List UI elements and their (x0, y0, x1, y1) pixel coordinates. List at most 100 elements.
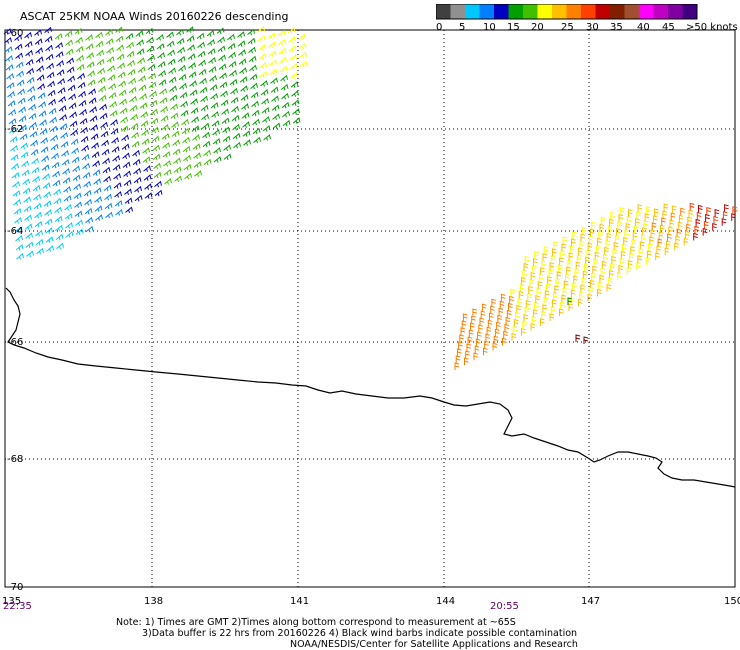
wind-barb (492, 342, 498, 351)
wind-barb (540, 318, 545, 326)
wind-barb (262, 125, 271, 132)
wind-barb (131, 131, 139, 139)
wind-barb (538, 274, 544, 282)
wind-barb (141, 129, 149, 136)
wind-barb (516, 304, 521, 313)
wind-barb (198, 59, 206, 67)
wind-barb (132, 158, 141, 166)
lat-label-70: -70 (7, 582, 23, 593)
wind-barb (485, 333, 491, 342)
wind-barb (696, 211, 702, 220)
wind-barb (26, 76, 35, 84)
wind-barb (272, 122, 281, 130)
wind-barb (133, 176, 142, 184)
wind-barb (460, 327, 466, 335)
wind-barb (228, 51, 236, 59)
wind-barb (479, 317, 485, 326)
wind-barb (522, 321, 527, 329)
wind-barb (233, 141, 241, 149)
wind-barb (593, 258, 599, 267)
wind-barb (571, 238, 576, 247)
wind-barb (99, 103, 107, 111)
wind-barb (92, 160, 100, 167)
wind-barb (240, 85, 248, 92)
wind-barb (243, 139, 251, 146)
wind-barb (75, 228, 84, 236)
wind-barb (603, 253, 608, 262)
wind-barb (87, 79, 96, 86)
wind-barb (193, 152, 201, 159)
wind-barb (65, 48, 74, 56)
wind-barb (17, 88, 25, 96)
wind-barb (161, 133, 170, 140)
colorbar-cell (682, 4, 698, 19)
wind-barb (222, 126, 230, 134)
wind-barb (101, 148, 110, 156)
wind-barb (114, 191, 122, 198)
note-line-2: 3)Data buffer is 22 hrs from 20160226 4)… (142, 628, 578, 639)
wind-barb (86, 52, 94, 59)
wind-barb (78, 99, 87, 107)
wind-barb (130, 122, 139, 130)
wind-barb (610, 262, 615, 271)
wind-barb (61, 159, 70, 166)
wind-barb (194, 170, 202, 177)
wind-barb (115, 26, 123, 34)
wind-barb (200, 104, 209, 112)
wind-barb (179, 91, 188, 99)
wind-barb (60, 141, 69, 148)
wind-barb (159, 97, 168, 104)
wind-barb (523, 314, 529, 322)
wind-barb (74, 27, 83, 35)
wind-barb (112, 164, 121, 171)
wind-barb (280, 74, 288, 82)
wind-barb (22, 187, 31, 195)
wind-barb (156, 43, 165, 50)
wind-barb (35, 47, 43, 54)
wind-barb (140, 111, 148, 118)
wind-barb (559, 308, 564, 317)
wind-barb (77, 72, 85, 80)
wind-barb (548, 269, 554, 277)
wind-barb (731, 213, 736, 221)
wind-barb (569, 245, 575, 254)
wind-barb (662, 210, 668, 219)
wind-barb (27, 94, 36, 102)
wind-barb (601, 260, 607, 269)
wind-barb (585, 256, 590, 265)
wind-barb (531, 265, 537, 273)
wind-barb (80, 135, 89, 143)
wind-barb (579, 291, 584, 300)
wind-barb (188, 62, 196, 69)
wind-barb (241, 103, 249, 110)
wind-barb (29, 121, 37, 129)
wind-barb (247, 37, 256, 45)
wind-barb (32, 175, 40, 183)
wind-barb (197, 50, 206, 58)
wind-barb (190, 107, 199, 114)
wind-barb (489, 312, 494, 321)
wind-barb (237, 40, 246, 47)
colorbar-label-30: 30 (586, 22, 599, 33)
wind-barb (140, 120, 149, 127)
wind-barb (45, 236, 54, 243)
wind-barb (500, 293, 506, 302)
wind-barb (94, 205, 103, 212)
wind-barb (83, 189, 92, 197)
wind-barb (660, 224, 665, 233)
wind-barb (299, 60, 308, 68)
wind-barb (617, 272, 622, 280)
wind-barb (126, 41, 134, 49)
wind-barb (563, 280, 569, 289)
wind-barb (192, 143, 201, 150)
wind-barb (604, 246, 609, 255)
wind-barb (111, 146, 120, 153)
wind-barb (127, 59, 135, 67)
wind-barb (28, 112, 37, 120)
wind-barb (531, 316, 537, 324)
wind-barb (85, 225, 94, 233)
wind-barb (182, 136, 190, 144)
wind-barb (58, 105, 67, 112)
wind-barb (258, 44, 266, 51)
wind-barb (148, 81, 157, 89)
